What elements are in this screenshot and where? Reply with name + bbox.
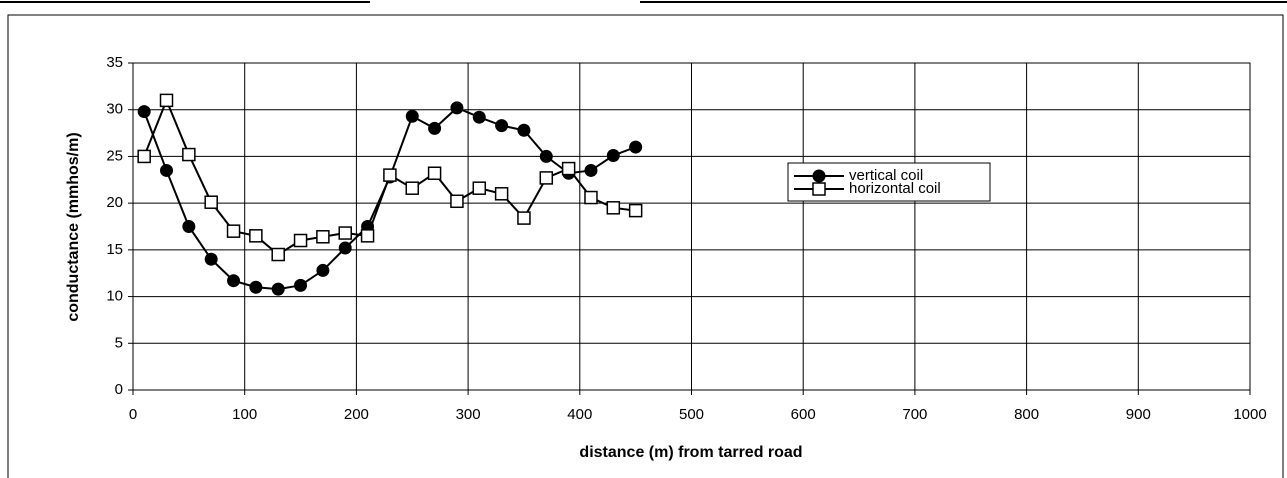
marker [204,252,218,266]
marker [226,224,241,238]
chart-frame [7,14,1284,478]
marker [271,247,285,262]
marker [494,187,509,201]
marker [316,263,330,277]
y-tick-label: 5 [115,334,123,351]
x-tick-label: 900 [1126,406,1151,423]
marker [495,119,509,133]
marker [517,123,531,137]
marker [249,280,263,294]
marker [472,181,487,195]
marker [606,201,621,215]
marker [450,194,464,209]
marker [405,109,419,123]
marker [539,149,553,163]
y-tick-label: 0 [115,381,123,398]
x-tick-label: 700 [902,406,927,423]
marker [450,101,464,115]
marker [137,149,151,164]
marker [182,147,196,162]
y-axis-label: conductance (mmhos/m) [65,132,82,321]
marker [360,229,375,243]
x-tick-label: 500 [679,406,704,423]
marker [517,211,531,225]
marker [182,220,196,233]
legend-label: horizontal coil [849,180,941,197]
x-tick-label: 200 [344,406,369,423]
marker [628,203,643,218]
marker [227,274,241,288]
y-tick-label: 25 [106,147,123,164]
x-tick-label: 1000 [1233,406,1266,423]
marker [338,241,352,255]
marker [383,168,397,182]
x-axis-label: distance (m) from tarred road [579,444,802,461]
marker [137,105,151,119]
marker [427,166,442,180]
marker [584,163,598,177]
marker [294,278,308,292]
marker [159,93,174,108]
x-tick-label: 400 [567,406,592,423]
marker [338,226,352,240]
y-tick-label: 35 [106,54,123,71]
x-tick-label: 800 [1014,406,1039,423]
marker [584,190,598,205]
marker [316,230,330,244]
x-tick-label: 300 [456,406,481,423]
marker [160,163,174,177]
y-tick-label: 15 [106,241,123,258]
y-tick-label: 20 [106,194,123,211]
marker [606,148,620,162]
marker [812,182,826,196]
x-tick-label: 100 [232,406,257,423]
legend-label: vertical coil [849,167,923,184]
marker [249,229,263,243]
y-tick-label: 10 [106,288,123,305]
marker [405,181,419,195]
marker [812,169,826,183]
marker [293,233,308,248]
marker [271,282,285,296]
x-tick-label: 0 [129,406,137,423]
y-tick-label: 30 [106,101,123,118]
marker [539,171,554,185]
x-tick-label: 600 [791,406,816,423]
marker [629,140,643,154]
marker [561,161,576,176]
marker [204,195,218,209]
marker [428,121,442,135]
marker [472,110,486,124]
